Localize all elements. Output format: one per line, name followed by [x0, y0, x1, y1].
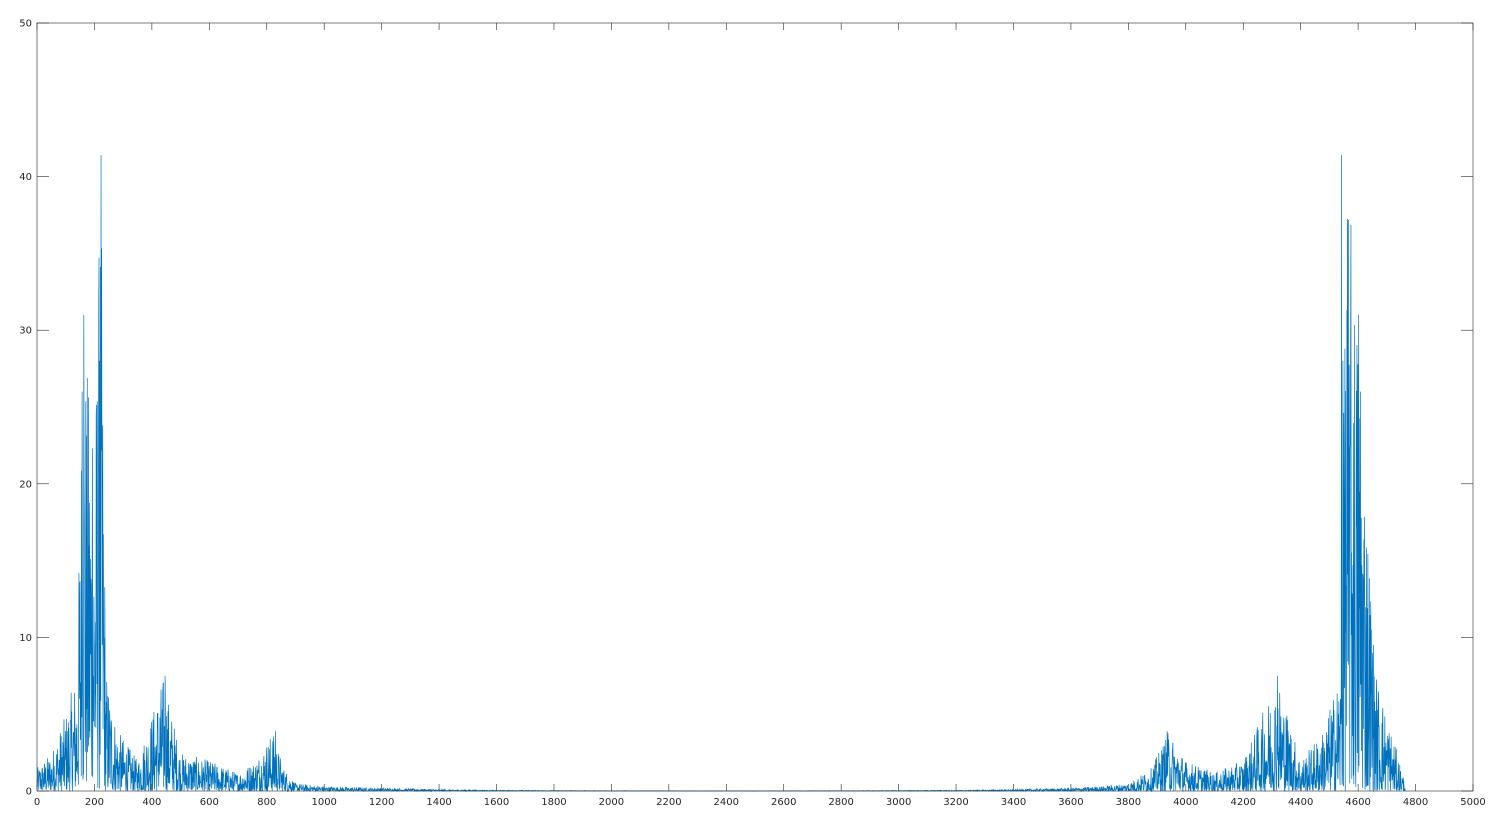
y-tick-label-3: 30 — [19, 326, 32, 337]
x-tick-label-15: 3000 — [886, 797, 911, 808]
x-tick-label-8: 1600 — [484, 797, 509, 808]
x-tick-label-20: 4000 — [1173, 797, 1198, 808]
x-tick-label-17: 3400 — [1001, 797, 1026, 808]
x-tick-label-9: 1800 — [541, 797, 566, 808]
plot-area — [37, 23, 1473, 791]
y-tick-label-1: 10 — [19, 633, 32, 644]
x-tick-label-12: 2400 — [714, 797, 739, 808]
x-tick-label-7: 1400 — [426, 797, 451, 808]
x-axis: 0 200 400 600 800 1000 1200 1400 1600 1800 2000 220… — [34, 23, 1486, 808]
y-tick-label-5: 50 — [19, 19, 32, 30]
x-tick-label-11: 2200 — [656, 797, 681, 808]
x-tick-label-22: 4400 — [1288, 797, 1313, 808]
x-tick-label-6: 1200 — [369, 797, 394, 808]
x-tick-label-0: 0 — [34, 797, 40, 808]
x-tick-label-23: 4600 — [1345, 797, 1370, 808]
x-tick-label-16: 3200 — [943, 797, 968, 808]
x-tick-label-21: 4200 — [1231, 797, 1256, 808]
x-tick-label-24: 4800 — [1403, 797, 1428, 808]
y-tick-label-0: 0 — [26, 787, 32, 798]
y-tick-label-4: 40 — [19, 172, 32, 183]
x-tick-label-2: 400 — [142, 797, 161, 808]
y-tick-label-2: 20 — [19, 479, 32, 490]
x-tick-label-3: 600 — [200, 797, 219, 808]
x-tick-label-5: 1000 — [311, 797, 336, 808]
x-tick-label-1: 200 — [85, 797, 104, 808]
x-tick-label-14: 2800 — [828, 797, 853, 808]
axes-box — [36, 22, 1474, 792]
x-tick-label-19: 3800 — [1116, 797, 1141, 808]
x-tick-label-10: 2000 — [599, 797, 624, 808]
x-tick-label-25: 5000 — [1460, 797, 1485, 808]
x-tick-label-4: 800 — [257, 797, 276, 808]
x-tick-label-18: 3600 — [1058, 797, 1083, 808]
x-tick-label-13: 2600 — [771, 797, 796, 808]
